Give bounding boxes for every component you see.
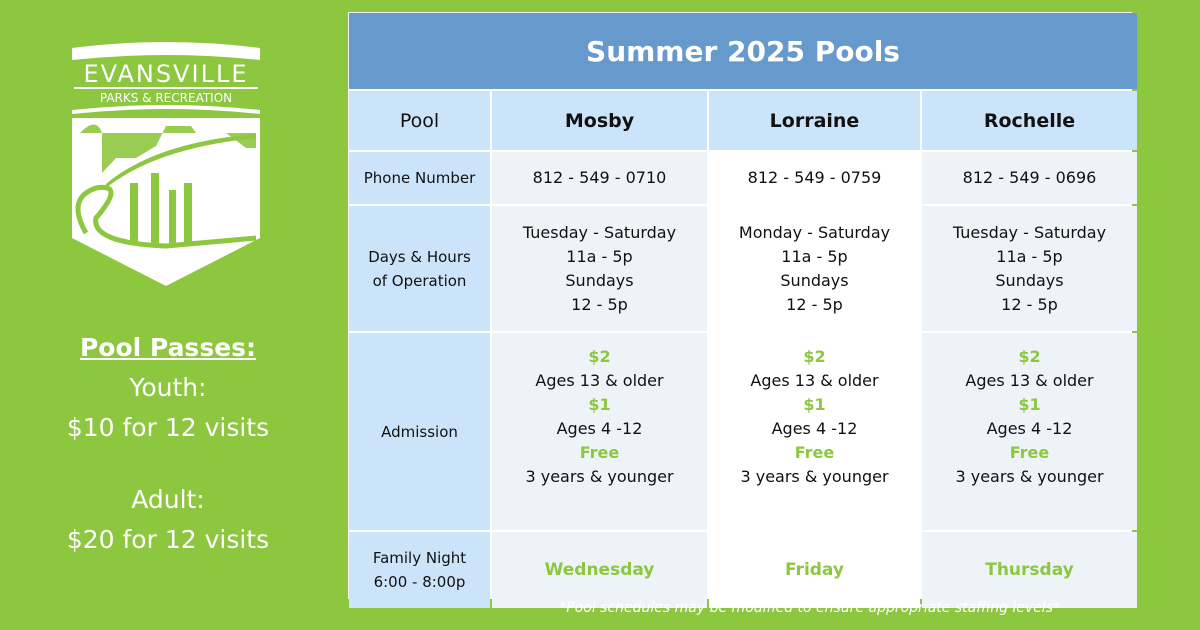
header-pool: Pool: [349, 91, 490, 150]
family-rochelle: Thursday: [922, 532, 1137, 608]
logo-line2: PARKS & RECREATION: [100, 91, 232, 105]
passes-title: Pool Passes:: [79, 333, 257, 362]
label-hours: Days & Hours of Operation: [349, 206, 490, 331]
youth-price: $10 for 12 visits: [66, 413, 270, 442]
family-lorraine: Friday: [709, 532, 920, 608]
label-admission: Admission: [349, 333, 490, 530]
hours-mosby: Tuesday - Saturday 11a - 5p Sundays 12 - 5p: [492, 206, 707, 331]
admission-mosby: $2 Ages 13 & older $1 Ages 4 -12 Free 3 years…: [492, 333, 707, 530]
family-mosby: Wednesday: [492, 532, 707, 608]
adult-price: $20 for 12 visits: [66, 525, 270, 554]
phone-lorraine: 812 - 549 - 0759: [709, 152, 920, 204]
schedule-note: *Pool schedules may be modified to ensur…: [559, 600, 1060, 616]
pools-table: Summer 2025 Pools Pool Mosby Lorraine Ro…: [348, 12, 1137, 608]
header-lorraine: Lorraine: [709, 91, 920, 150]
hours-rochelle: Tuesday - Saturday 11a - 5p Sundays 12 - 5p: [922, 206, 1137, 331]
phone-rochelle: 812 - 549 - 0696: [922, 152, 1137, 204]
admission-lorraine: $2 Ages 13 & older $1 Ages 4 -12 Free 3 years…: [709, 333, 920, 530]
phone-mosby: 812 - 549 - 0710: [492, 152, 707, 204]
admission-rochelle: $2 Ages 13 & older $1 Ages 4 -12 Free 3 years…: [922, 333, 1137, 530]
youth-label: Youth:: [129, 373, 207, 402]
hours-lorraine: Monday - Saturday 11a - 5p Sundays 12 - 5p: [709, 206, 920, 331]
header-rochelle: Rochelle: [922, 91, 1137, 150]
adult-label: Adult:: [131, 485, 205, 514]
pool-passes: Pool Passes: Youth: $10 for 12 visits Ad…: [40, 328, 296, 560]
label-phone: Phone Number: [349, 152, 490, 204]
header-mosby: Mosby: [492, 91, 707, 150]
table-title: Summer 2025 Pools: [349, 13, 1137, 89]
logo-line1: EVANSVILLE: [83, 60, 248, 88]
label-family-night: Family Night 6:00 - 8:00p: [349, 532, 490, 608]
evansville-parks-logo: EVANSVILLE PARKS & RECREATION: [72, 42, 260, 286]
